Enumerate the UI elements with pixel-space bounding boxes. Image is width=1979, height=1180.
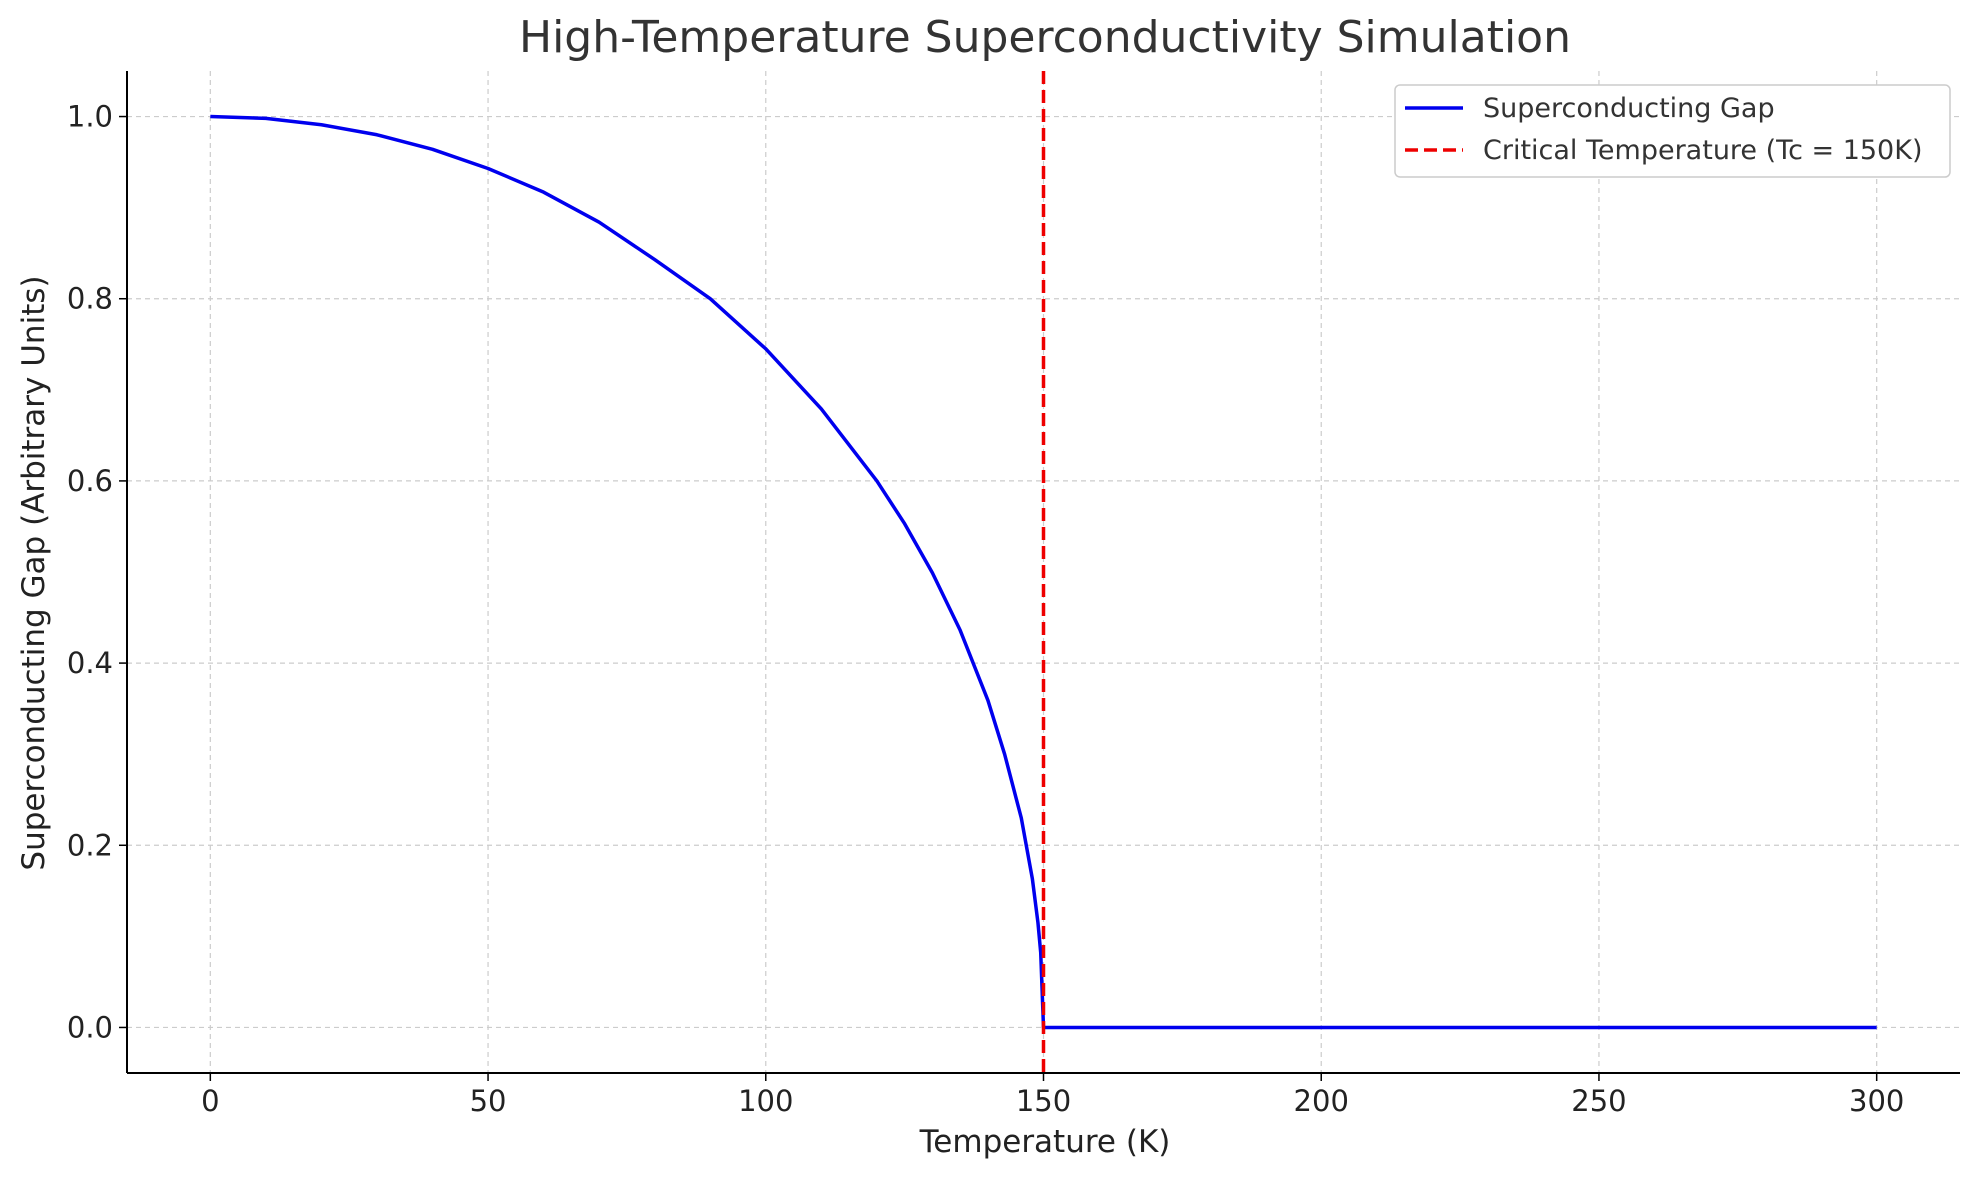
y-tick-label: 0.8: [67, 282, 113, 316]
series-line-superconducting-gap: [210, 114, 1877, 1030]
x-tick-label: 100: [738, 1084, 793, 1118]
y-tick-label: 0.6: [67, 464, 113, 498]
ticks: 0 50 100 150 200 250 300 0.0 0.2 0.4 0.6 0.8 1.0: [67, 100, 1904, 1118]
x-tick-label: 250: [1571, 1084, 1626, 1118]
x-tick-label: 200: [1294, 1084, 1349, 1118]
legend-label-superconducting-gap: Superconducting Gap: [1483, 93, 1775, 124]
x-tick-label: 50: [470, 1084, 507, 1118]
legend-label-critical-temperature: Critical Temperature (Tc = 150K): [1483, 135, 1922, 166]
legend: Superconducting Gap Critical Temperature…: [1394, 84, 1951, 178]
x-axis-label: Temperature (K): [919, 1124, 1171, 1160]
x-tick-label: 150: [1016, 1084, 1071, 1118]
x-tick-label: 300: [1849, 1084, 1904, 1118]
plot-area: [210, 71, 1877, 1073]
chart-title: High-Temperature Superconductivity Simul…: [519, 12, 1571, 63]
y-axis-label: Superconducting Gap (Arbitrary Units): [16, 275, 52, 870]
x-tick-label: 0: [201, 1084, 219, 1118]
y-tick-label: 0.0: [67, 1010, 113, 1044]
y-tick-label: 0.4: [67, 646, 113, 680]
y-tick-label: 0.2: [67, 828, 113, 862]
y-tick-label: 1.0: [67, 100, 113, 134]
grid: [127, 71, 1960, 1073]
legend-frame: [1394, 84, 1951, 178]
